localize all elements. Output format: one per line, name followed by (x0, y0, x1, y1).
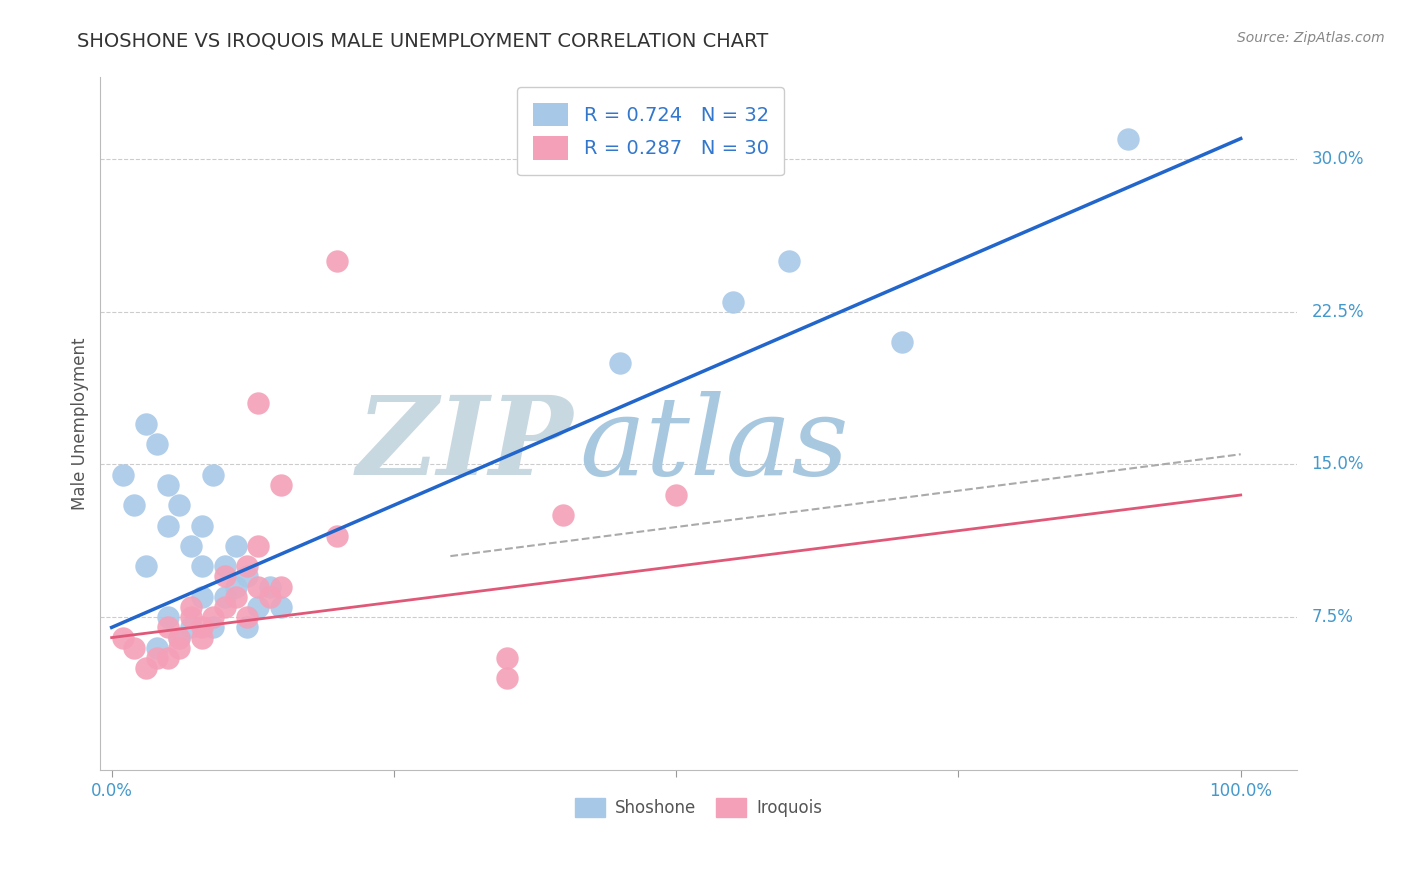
Point (191, 518, 214, 533)
Point (553, 508, 575, 523)
Point (180, 600, 202, 615)
Point (157, 518, 180, 533)
Point (214, 569, 236, 583)
Point (225, 580, 247, 594)
Point (236, 559, 259, 574)
Point (247, 539, 270, 553)
Point (225, 539, 247, 553)
Point (134, 417, 156, 431)
Point (236, 569, 259, 583)
Point (180, 539, 202, 553)
Point (169, 640, 191, 655)
Point (157, 620, 180, 634)
Point (180, 620, 202, 634)
Point (225, 590, 247, 604)
Point (1116, 131, 1139, 145)
Point (214, 590, 236, 604)
Point (169, 498, 191, 512)
Point (202, 610, 225, 624)
Point (134, 559, 156, 574)
Point (214, 559, 236, 574)
Point (111, 631, 134, 645)
Text: ZIP: ZIP (357, 391, 574, 499)
Point (202, 620, 225, 634)
Point (495, 651, 517, 665)
Point (891, 335, 914, 350)
Point (180, 610, 202, 624)
Point (259, 590, 281, 604)
Point (270, 580, 292, 594)
Point (146, 640, 169, 655)
Text: atlas: atlas (579, 391, 849, 499)
Point (111, 467, 134, 482)
Point (146, 437, 169, 451)
Point (236, 620, 259, 634)
Text: 15.0%: 15.0% (1312, 456, 1364, 474)
Point (270, 600, 292, 615)
Point (146, 651, 169, 665)
Point (665, 488, 688, 502)
Y-axis label: Male Unemployment: Male Unemployment (72, 337, 89, 510)
Point (778, 253, 800, 268)
Text: SHOSHONE VS IROQUOIS MALE UNEMPLOYMENT CORRELATION CHART: SHOSHONE VS IROQUOIS MALE UNEMPLOYMENT C… (77, 31, 769, 50)
Text: 7.5%: 7.5% (1312, 608, 1354, 626)
Point (326, 253, 349, 268)
Point (609, 356, 631, 370)
Point (202, 467, 225, 482)
Point (157, 651, 180, 665)
Point (247, 580, 270, 594)
Point (191, 559, 214, 574)
Point (721, 294, 744, 309)
Point (169, 631, 191, 645)
Point (191, 620, 214, 634)
Text: 30.0%: 30.0% (1312, 150, 1364, 168)
Point (122, 640, 145, 655)
Legend: Shoshone, Iroquois: Shoshone, Iroquois (568, 791, 830, 824)
Point (270, 478, 292, 492)
Point (247, 600, 270, 615)
Point (157, 478, 180, 492)
Text: Source: ZipAtlas.com: Source: ZipAtlas.com (1237, 31, 1385, 45)
Point (191, 590, 214, 604)
Point (247, 396, 270, 410)
Point (191, 631, 214, 645)
Point (495, 671, 517, 685)
Point (259, 580, 281, 594)
Point (134, 661, 156, 675)
Point (214, 600, 236, 615)
Point (236, 610, 259, 624)
Text: 22.5%: 22.5% (1312, 302, 1364, 321)
Point (169, 631, 191, 645)
Point (157, 610, 180, 624)
Point (326, 529, 349, 543)
Point (122, 498, 145, 512)
